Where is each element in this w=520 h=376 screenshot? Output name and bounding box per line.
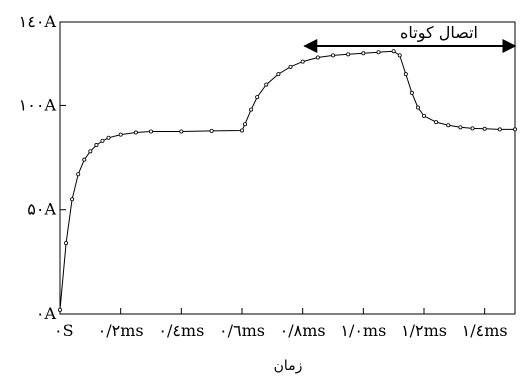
data-point xyxy=(446,123,451,128)
y-tick-label: ۱٤۰A xyxy=(19,12,57,31)
data-point xyxy=(330,53,335,58)
x-tick-label: ۰/۲ms xyxy=(98,321,144,340)
data-point xyxy=(179,129,184,134)
x-axis: ۰S ۰/۲ms ۰/٤ms ۰/٦ms ۰/۸ms ۱/۰ms ۱/۲ms ۱/٤ms xyxy=(54,308,508,340)
data-point xyxy=(482,126,487,131)
x-axis-title: زمان xyxy=(274,358,303,374)
y-tick-label: ۱۰۰A xyxy=(19,95,57,114)
data-point xyxy=(470,126,475,131)
data-point xyxy=(421,113,426,118)
data-point xyxy=(76,172,81,177)
data-point xyxy=(249,107,254,112)
plot-area xyxy=(59,21,516,315)
data-point xyxy=(497,127,502,132)
short-circuit-label: اتصال کوتاه xyxy=(400,23,478,43)
x-tick-label: ۱/۰ms xyxy=(340,321,386,340)
data-point xyxy=(255,95,260,100)
data-point xyxy=(458,125,463,130)
x-tick-label: ۱/۲ms xyxy=(401,321,447,340)
data-point xyxy=(300,59,305,64)
series-line xyxy=(59,50,515,310)
x-tick-label: ۰/٤ms xyxy=(158,321,204,340)
data-point xyxy=(94,143,99,148)
y-axis: ۰A ۵۰A ۱۰۰A ۱٤۰A xyxy=(19,12,66,323)
data-point xyxy=(100,138,105,143)
x-tick-label: ۱/٤ms xyxy=(462,321,508,340)
data-point xyxy=(264,82,269,87)
data-point xyxy=(70,197,75,202)
data-point xyxy=(148,129,153,134)
data-point xyxy=(58,307,63,312)
x-tick-label: ۰S xyxy=(54,321,74,340)
data-point xyxy=(376,50,381,55)
data-point xyxy=(361,51,366,56)
data-point xyxy=(434,120,439,125)
data-point xyxy=(409,90,414,95)
data-point xyxy=(315,55,320,60)
data-point xyxy=(346,52,351,57)
data-point xyxy=(133,130,138,135)
data-point xyxy=(391,49,396,54)
data-point xyxy=(239,128,244,133)
data-point xyxy=(513,127,518,132)
data-point xyxy=(288,64,293,69)
data-point xyxy=(397,53,402,58)
data-point xyxy=(415,105,420,110)
data-point xyxy=(82,157,87,162)
data-point xyxy=(403,72,408,77)
x-tick-label: ۰/۸ms xyxy=(280,321,326,340)
data-point xyxy=(106,135,111,140)
y-tick-label: ۰A xyxy=(36,304,57,323)
data-point xyxy=(243,122,248,127)
data-point xyxy=(118,132,123,137)
data-point xyxy=(88,149,93,154)
data-point xyxy=(64,241,69,246)
series-points xyxy=(58,49,518,312)
data-point xyxy=(276,72,281,77)
data-point xyxy=(209,128,214,133)
y-tick-label: ۵۰A xyxy=(27,200,56,219)
x-tick-label: ۰/٦ms xyxy=(219,321,265,340)
